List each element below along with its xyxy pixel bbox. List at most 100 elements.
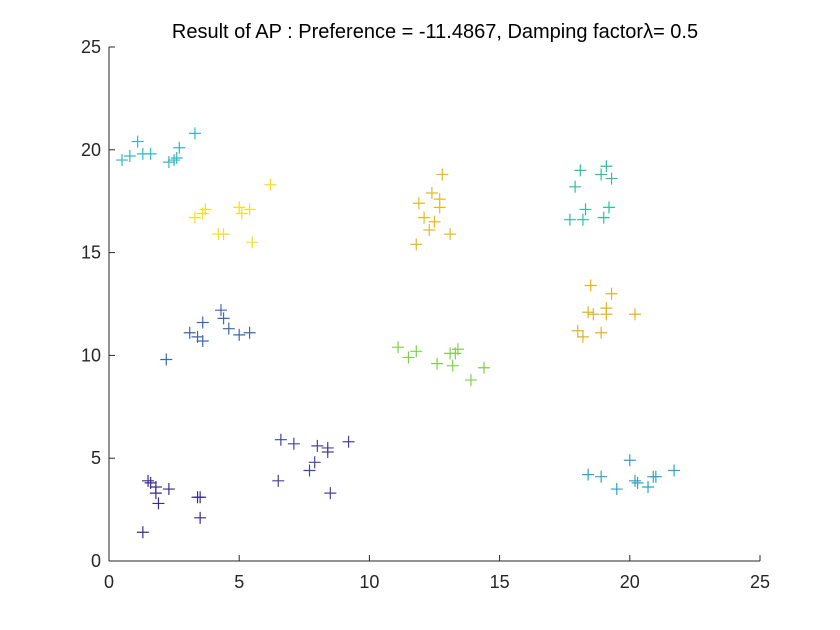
data-point-plus-marker [194,491,207,504]
data-point-plus-marker [423,223,436,236]
data-point-plus-marker [576,213,589,226]
data-point-plus-marker [243,326,256,339]
cluster-series [563,160,618,226]
data-point-plus-marker [342,435,355,448]
data-point-plus-marker [431,357,444,370]
data-point-plus-marker [428,215,441,228]
x-tick-label: 10 [359,572,379,592]
data-point-plus-marker [451,343,464,356]
data-point-plus-marker [188,127,201,140]
data-markers [116,127,681,539]
y-tick-label: 15 [81,243,101,263]
x-tick-label: 15 [490,572,510,592]
data-point-plus-marker [605,172,618,185]
data-point-plus-marker [569,180,582,193]
data-point-plus-marker [152,497,165,510]
data-point-plus-marker [116,154,129,167]
data-point-plus-marker [168,154,181,167]
x-tick-label: 20 [620,572,640,592]
data-point-plus-marker [410,238,423,251]
data-point-plus-marker [433,193,446,206]
axes [108,47,760,562]
data-point-plus-marker [623,454,636,467]
data-point-plus-marker [142,474,155,487]
data-point-plus-marker [576,330,589,343]
data-point-plus-marker [196,335,209,348]
data-point-plus-marker [595,168,608,181]
data-point-plus-marker [631,476,644,489]
data-point-plus-marker [311,439,324,452]
data-point-plus-marker [173,141,186,154]
data-point-plus-marker [477,361,490,374]
data-point-plus-marker [563,213,576,226]
data-point-plus-marker [217,312,230,325]
data-point-plus-marker [214,304,227,317]
data-point-plus-marker [170,152,183,165]
data-point-plus-marker [160,353,173,366]
data-point-plus-marker [602,201,615,214]
data-point-plus-marker [194,511,207,524]
data-point-plus-marker [587,308,600,321]
data-point-plus-marker [287,437,300,450]
data-point-plus-marker [642,480,655,493]
data-point-plus-marker [217,228,230,241]
data-point-plus-marker [303,464,316,477]
data-point-plus-marker [446,359,459,372]
data-point-plus-marker [584,279,597,292]
data-point-plus-marker [600,302,613,315]
cluster-series [188,178,277,249]
cluster-series [136,474,207,539]
x-tick-label: 0 [104,572,114,592]
data-point-plus-marker [131,135,144,148]
data-point-plus-marker [412,197,425,210]
data-point-plus-marker [600,160,613,173]
data-point-plus-marker [582,306,595,319]
data-point-plus-marker [579,203,592,216]
data-point-plus-marker [243,203,256,216]
data-point-plus-marker [196,316,209,329]
x-tick-label: 25 [750,572,770,592]
data-point-plus-marker [123,149,136,162]
cluster-series [571,279,642,343]
data-point-plus-marker [264,178,277,191]
cluster-series [582,454,681,496]
cluster-series [160,304,256,366]
data-point-plus-marker [149,480,162,493]
data-point-plus-marker [162,483,175,496]
data-point-plus-marker [222,322,235,335]
data-point-plus-marker [425,186,438,199]
y-tick-label: 25 [81,37,101,57]
cluster-series [116,127,201,169]
data-point-plus-marker [629,474,642,487]
cluster-series [410,168,457,251]
data-point-plus-marker [183,326,196,339]
data-point-plus-marker [188,211,201,224]
data-point-plus-marker [649,470,662,483]
data-point-plus-marker [418,211,431,224]
data-point-plus-marker [233,201,246,214]
data-point-plus-marker [274,433,287,446]
cluster-series [272,433,355,500]
data-point-plus-marker [444,228,457,241]
data-point-plus-marker [402,351,415,364]
data-point-plus-marker [595,470,608,483]
y-tick-label: 5 [91,448,101,468]
data-point-plus-marker [246,236,259,249]
data-point-plus-marker [324,487,337,500]
data-point-plus-marker [199,203,212,216]
data-point-plus-marker [392,341,405,354]
chart-title: Result of AP : Preference = -11.4867, Da… [172,21,698,43]
data-point-plus-marker [436,168,449,181]
data-point-plus-marker [605,287,618,300]
data-point-plus-marker [144,147,157,160]
data-point-plus-marker [597,211,610,224]
data-point-plus-marker [308,456,321,469]
y-tick-label: 0 [91,551,101,571]
data-point-plus-marker [610,483,623,496]
data-point-plus-marker [136,526,149,539]
data-point-plus-marker [574,164,587,177]
data-point-plus-marker [668,464,681,477]
y-tick-label: 10 [81,345,101,365]
data-point-plus-marker [162,156,175,169]
